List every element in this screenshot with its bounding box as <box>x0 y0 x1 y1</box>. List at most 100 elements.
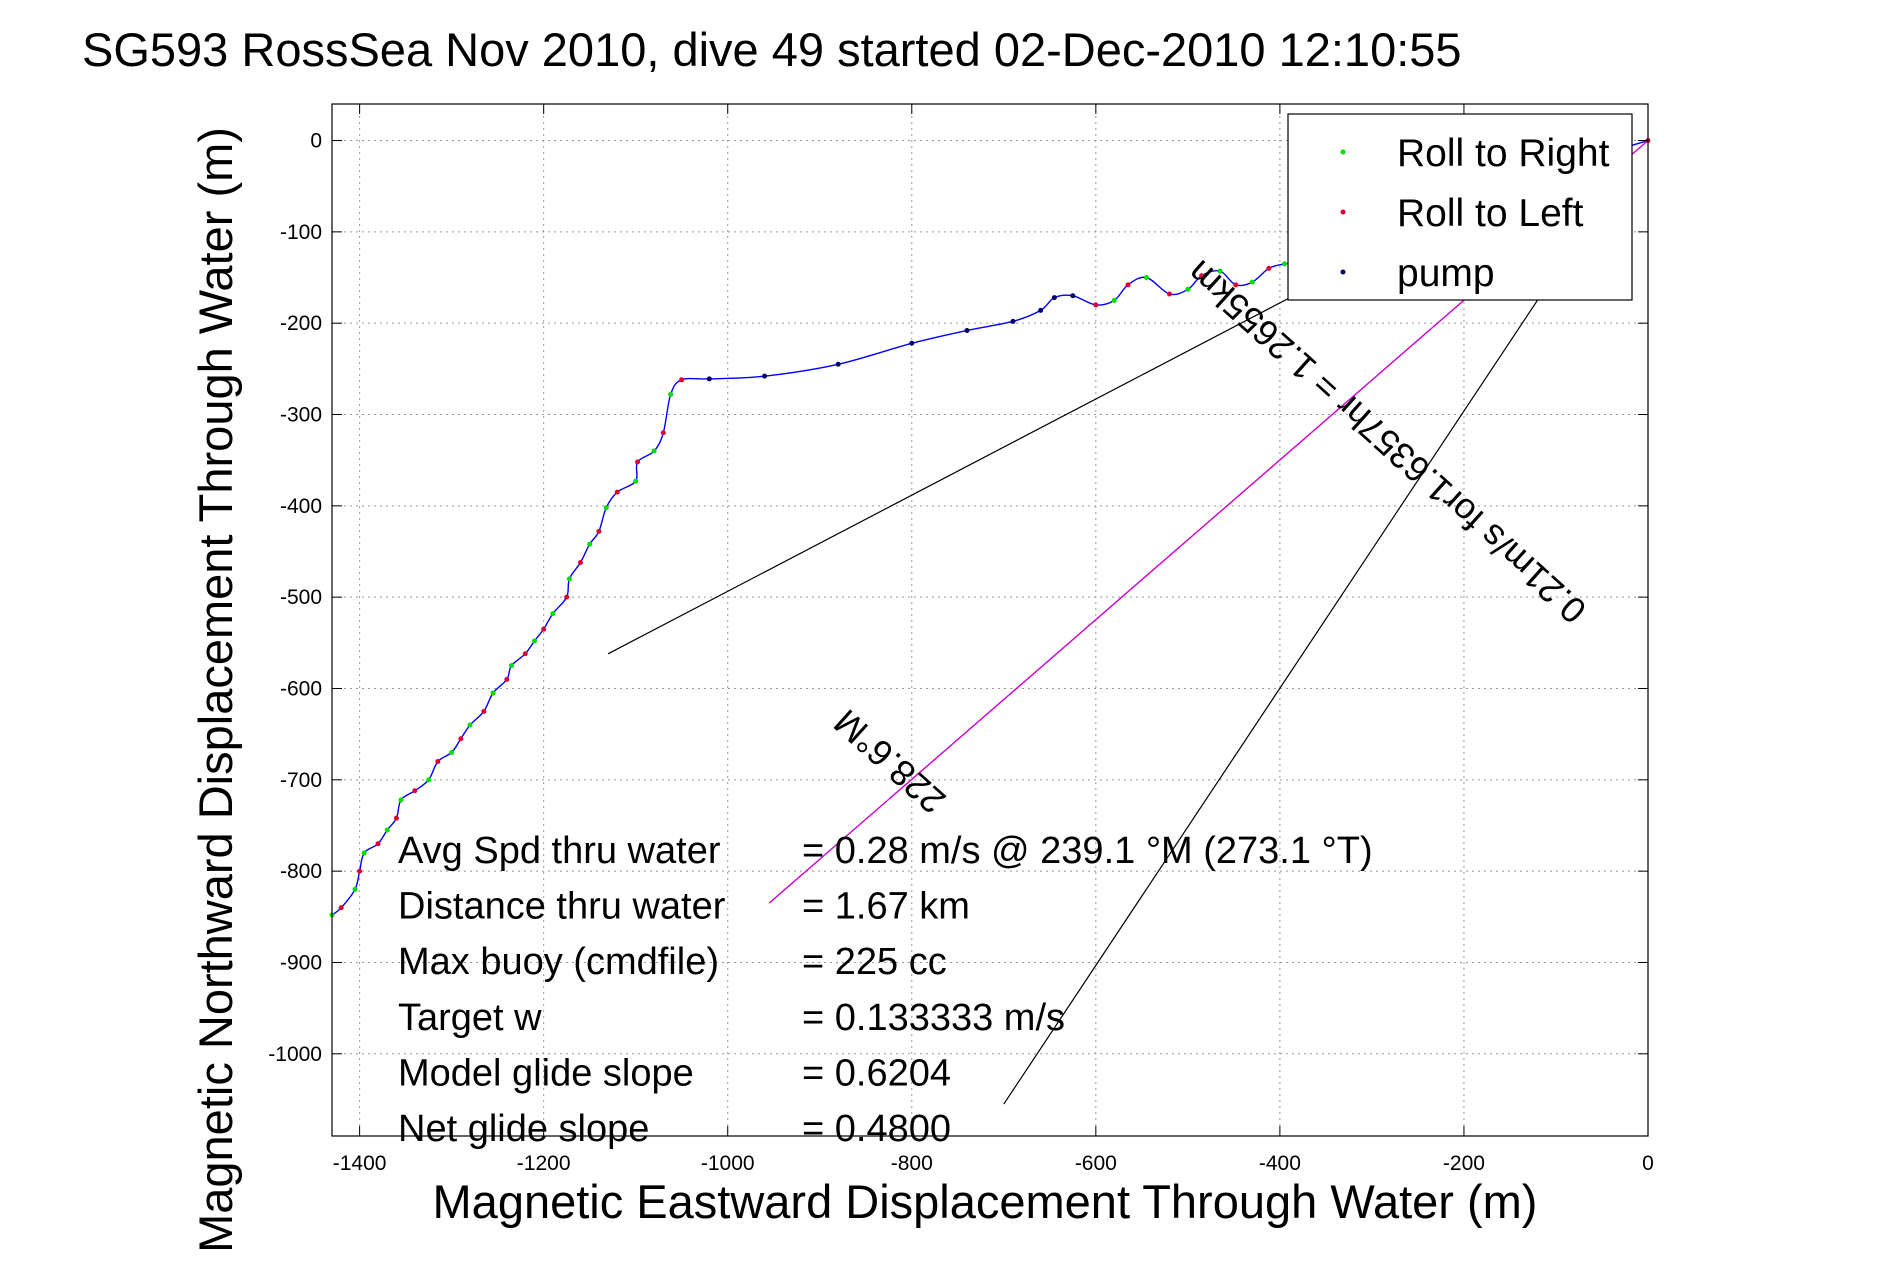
track-point <box>531 638 537 644</box>
track-point <box>668 391 674 397</box>
track-point <box>909 340 915 346</box>
x-tick-label: -400 <box>1259 1152 1301 1175</box>
track-point <box>1185 286 1191 292</box>
track-point <box>384 827 390 833</box>
x-tick-label: -800 <box>891 1152 933 1175</box>
track-point <box>338 905 344 911</box>
track-point <box>1217 268 1223 274</box>
track-point <box>660 430 666 436</box>
stat-label: Model glide slope <box>398 1052 694 1094</box>
track-point <box>352 886 358 892</box>
track-point <box>550 611 556 617</box>
track-point <box>398 797 404 803</box>
track-point <box>481 708 487 714</box>
track-point <box>375 841 381 847</box>
y-tick-label: -300 <box>280 404 322 427</box>
track-point <box>541 626 547 632</box>
track-point <box>435 759 441 765</box>
track-point <box>1281 261 1287 267</box>
reference-lines <box>607 279 1552 1105</box>
x-tick-label: -600 <box>1075 1152 1117 1175</box>
x-tick-label: -1000 <box>701 1152 755 1175</box>
track-point <box>614 489 620 495</box>
x-tick-label: 0 <box>1642 1152 1654 1175</box>
legend-label: Roll to Left <box>1397 192 1584 235</box>
y-tick-label: -900 <box>280 951 322 974</box>
track-point <box>508 663 514 669</box>
legend-label: Roll to Right <box>1397 132 1610 175</box>
axis-ticks: -1400 -1200 -1000 -800 -600 -400 -200 0 0 -100 -20… <box>268 104 1654 1175</box>
track-point <box>1233 282 1239 288</box>
y-tick-label: -100 <box>280 221 322 244</box>
track-point <box>1051 295 1057 301</box>
legend: Roll to Right Roll to Left pump <box>1287 113 1633 301</box>
track-point <box>490 690 496 696</box>
track-point <box>458 736 464 742</box>
track-point <box>835 361 841 367</box>
stat-value: = 0.28 m/s @ 239.1 °M (273.1 °T) <box>802 830 1373 872</box>
x-tick-label: -1200 <box>517 1152 571 1175</box>
stat-label: Max buoy (cmdfile) <box>398 941 719 983</box>
x-axis-label: Magnetic Eastward Displacement Through W… <box>433 1175 1538 1228</box>
track-point <box>357 868 363 874</box>
track-point <box>706 376 712 382</box>
chart-title: SG593 RossSea Nov 2010, dive 49 started … <box>82 23 1462 76</box>
stat-value: = 0.6204 <box>802 1052 951 1094</box>
track-point <box>762 373 768 379</box>
stat-value: = 1.67 km <box>802 886 970 928</box>
track-point <box>633 478 639 484</box>
track-point <box>1166 291 1172 297</box>
track-point <box>679 377 685 383</box>
y-tick-label: -800 <box>280 860 322 883</box>
y-tick-label: -500 <box>280 586 322 609</box>
plot-frame <box>331 103 1649 1137</box>
track-point <box>587 541 593 547</box>
stats-block: Avg Spd thru water = 0.28 m/s @ 239.1 °M … <box>398 830 1373 1150</box>
track-point <box>504 676 510 682</box>
track-point <box>1038 307 1044 313</box>
track-point <box>361 850 367 856</box>
stat-label: Distance thru water <box>398 886 726 928</box>
y-tick-label: 0 <box>310 130 322 153</box>
legend-swatch <box>1340 269 1346 275</box>
track-point <box>449 749 455 755</box>
track-point <box>1125 282 1131 288</box>
stat-value: = 0.4800 <box>802 1108 951 1150</box>
legend-swatch <box>1340 149 1346 155</box>
track-point <box>1010 318 1016 324</box>
track-point <box>1143 275 1149 281</box>
stat-value: = 0.133333 m/s <box>802 997 1065 1039</box>
reference-line <box>607 287 1308 655</box>
x-tick-label: -200 <box>1443 1152 1485 1175</box>
track-point <box>393 815 399 821</box>
legend-label: pump <box>1397 252 1495 295</box>
stat-label: Avg Spd thru water <box>398 830 721 872</box>
y-tick-label: -700 <box>280 769 322 792</box>
y-axis-label: Magnetic Northward Displacement Through … <box>189 127 242 1253</box>
track-point <box>1070 293 1076 299</box>
track-point <box>603 505 609 511</box>
x-tick-label: -1400 <box>333 1152 387 1175</box>
track-point <box>577 559 583 565</box>
track-point <box>426 777 432 783</box>
legend-box <box>1287 113 1633 301</box>
track-point <box>1111 297 1117 303</box>
track-point <box>522 651 528 657</box>
track-point <box>566 576 572 582</box>
stat-label: Target w <box>398 997 542 1039</box>
track-point <box>635 459 641 465</box>
reference-line <box>1003 279 1552 1105</box>
track-point <box>1249 279 1255 285</box>
track-point <box>964 327 970 333</box>
track-point <box>467 722 473 728</box>
legend-swatch <box>1340 209 1346 215</box>
track-point <box>1266 265 1272 271</box>
stat-value: = 225 cc <box>802 941 947 983</box>
y-tick-label: -400 <box>280 495 322 518</box>
y-tick-label: -1000 <box>268 1043 322 1066</box>
track-point <box>596 528 602 534</box>
track-point <box>1199 273 1205 279</box>
track-point <box>412 788 418 794</box>
y-tick-label: -200 <box>280 312 322 335</box>
